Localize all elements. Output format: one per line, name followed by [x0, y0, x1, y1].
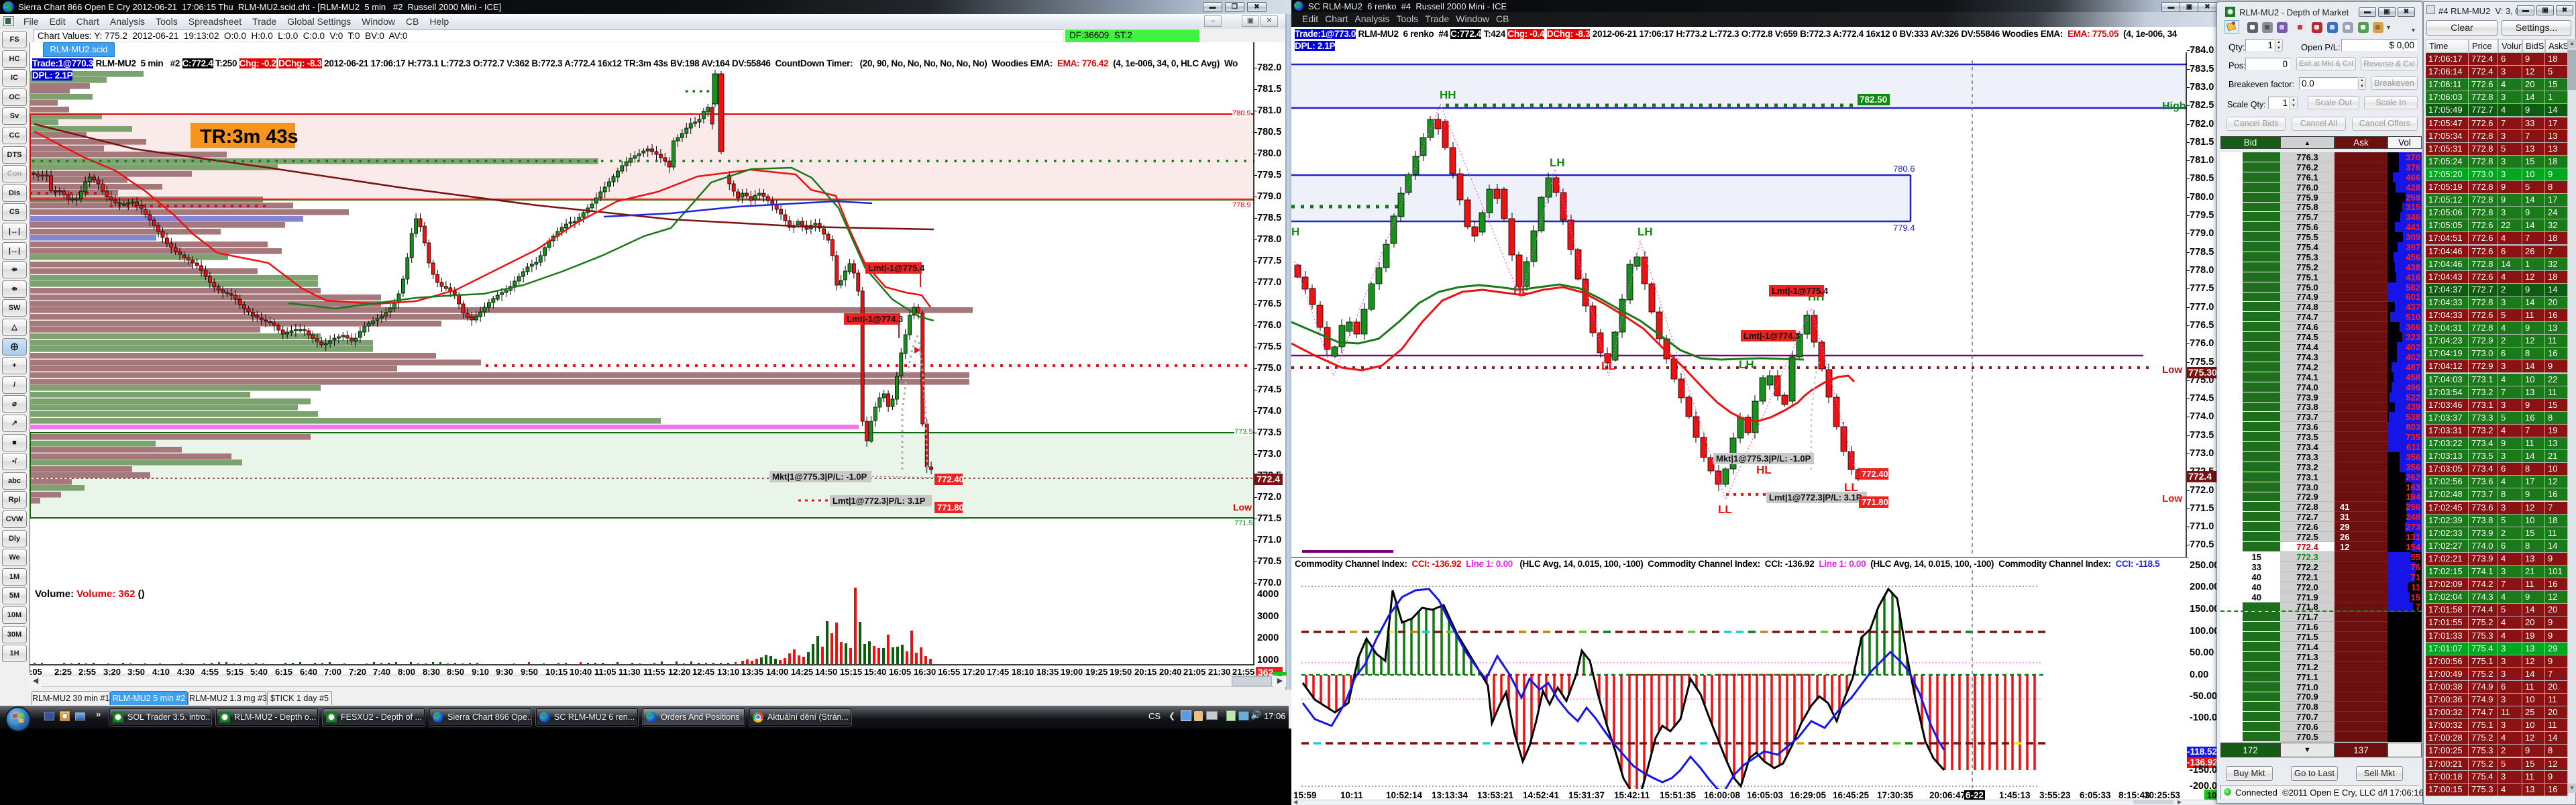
svg-text:779.4: 779.4	[1893, 223, 1915, 233]
svg-text:772.40: 772.40	[937, 474, 964, 484]
svg-text:782.50: 782.50	[1860, 95, 1887, 105]
svg-text:Lmt|-1@774.3: Lmt|-1@774.3	[847, 314, 903, 324]
svg-text:Lmt|-1@775.4: Lmt|-1@775.4	[1772, 286, 1829, 296]
svg-text:Mkt|1@775.3|P/L: -1.0P: Mkt|1@775.3|P/L: -1.0P	[772, 472, 867, 482]
svg-text:Low: Low	[2162, 493, 2182, 504]
svg-text:HL: HL	[1756, 464, 1772, 476]
svg-text:HL: HL	[1513, 284, 1529, 297]
svg-text:Lmt|1@772.3|P/L: 3.1P: Lmt|1@772.3|P/L: 3.1P	[833, 496, 926, 506]
svg-text:H: H	[1291, 225, 1299, 238]
svg-text:TR:3m 43s: TR:3m 43s	[200, 126, 299, 148]
svg-text:Lmt|-1@774.3: Lmt|-1@774.3	[1743, 331, 1800, 341]
svg-text:771.80: 771.80	[937, 502, 964, 513]
svg-text:Mkt|1@775.3|P/L: -1.0P: Mkt|1@775.3|P/L: -1.0P	[1716, 453, 1811, 464]
svg-text:HH: HH	[1440, 89, 1456, 101]
svg-text:LL: LL	[1718, 503, 1732, 516]
svg-text:LL: LL	[1601, 360, 1615, 372]
svg-text:Low: Low	[2162, 364, 2182, 376]
svg-text:Volume: Volume: 362 (): Volume: Volume: 362 ()	[35, 588, 145, 600]
svg-text:LL: LL	[1844, 481, 1858, 494]
svg-text:771.80: 771.80	[1862, 497, 1888, 507]
svg-text:LH: LH	[1550, 156, 1565, 169]
svg-text:Lmt|1@772.3|P/L: 3.1P: Lmt|1@772.3|P/L: 3.1P	[1769, 492, 1862, 502]
svg-text:LH: LH	[1638, 225, 1653, 238]
svg-text:Lmt|-1@775.4: Lmt|-1@775.4	[868, 263, 925, 273]
svg-text:772.40: 772.40	[1862, 469, 1888, 479]
svg-text:High: High	[2162, 101, 2186, 112]
svg-text:780.6: 780.6	[1893, 164, 1915, 174]
svg-text:LH: LH	[1739, 358, 1754, 371]
